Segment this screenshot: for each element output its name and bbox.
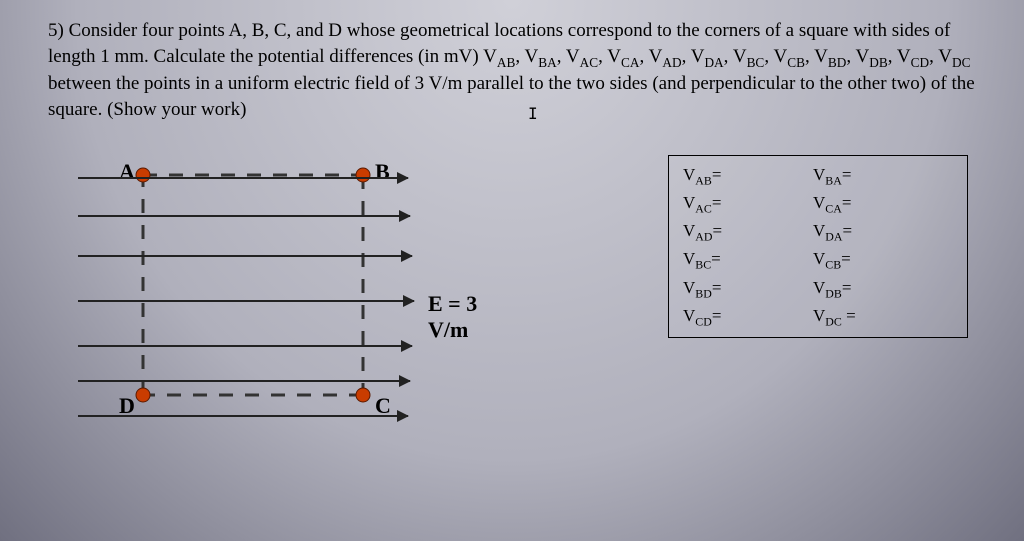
field-arrow	[78, 300, 414, 302]
svg-text:A: A	[119, 159, 135, 184]
field-arrow	[78, 415, 408, 417]
table-cell: VAC=	[683, 190, 813, 218]
table-cell: VAD=	[683, 218, 813, 246]
corner-A	[136, 168, 150, 182]
table-cell: VAB=	[683, 162, 813, 190]
table-row: VBD=VDB=	[683, 275, 949, 303]
page-container: 5) Consider four points A, B, C, and D w…	[0, 0, 1024, 541]
answer-table-container: VAB=VBA=VAC=VCA=VAD=VDA=VBC=VCB=VBD=VDB=…	[668, 155, 968, 485]
table-cell: VDB=	[813, 275, 943, 303]
corner-D	[136, 388, 150, 402]
table-cell: VBC=	[683, 246, 813, 274]
cursor-indicator: I	[528, 104, 538, 123]
corner-C	[356, 388, 370, 402]
table-cell: VCB=	[813, 246, 943, 274]
field-arrow	[78, 177, 408, 179]
table-row: VAB=VBA=	[683, 162, 949, 190]
table-cell: VDA=	[813, 218, 943, 246]
corner-B	[356, 168, 370, 182]
field-arrow	[78, 345, 412, 347]
field-arrow	[78, 215, 410, 217]
answer-table: VAB=VBA=VAC=VCA=VAD=VDA=VBC=VCB=VBD=VDB=…	[668, 155, 968, 339]
svg-text:B: B	[375, 159, 390, 184]
efield-label: E = 3 V/m	[428, 291, 498, 343]
table-cell: VCA=	[813, 190, 943, 218]
field-arrow	[78, 380, 410, 382]
table-cell: VBA=	[813, 162, 943, 190]
content-row: ABCD E = 3 V/m VAB=VBA=VAC=VCA=VAD=VDA=V…	[48, 155, 994, 485]
table-row: VAC=VCA=	[683, 190, 949, 218]
question-number: 5)	[48, 20, 64, 41]
field-arrow	[78, 255, 412, 257]
table-row: VBC=VCB=	[683, 246, 949, 274]
table-cell: VCD=	[683, 303, 813, 331]
question-text: 5) Consider four points A, B, C, and D w…	[48, 18, 994, 123]
table-cell: VBD=	[683, 275, 813, 303]
table-row: VAD=VDA=	[683, 218, 949, 246]
diagram: ABCD E = 3 V/m	[48, 155, 498, 485]
table-cell: VDC =	[813, 303, 943, 331]
table-row: VCD=VDC =	[683, 303, 949, 331]
